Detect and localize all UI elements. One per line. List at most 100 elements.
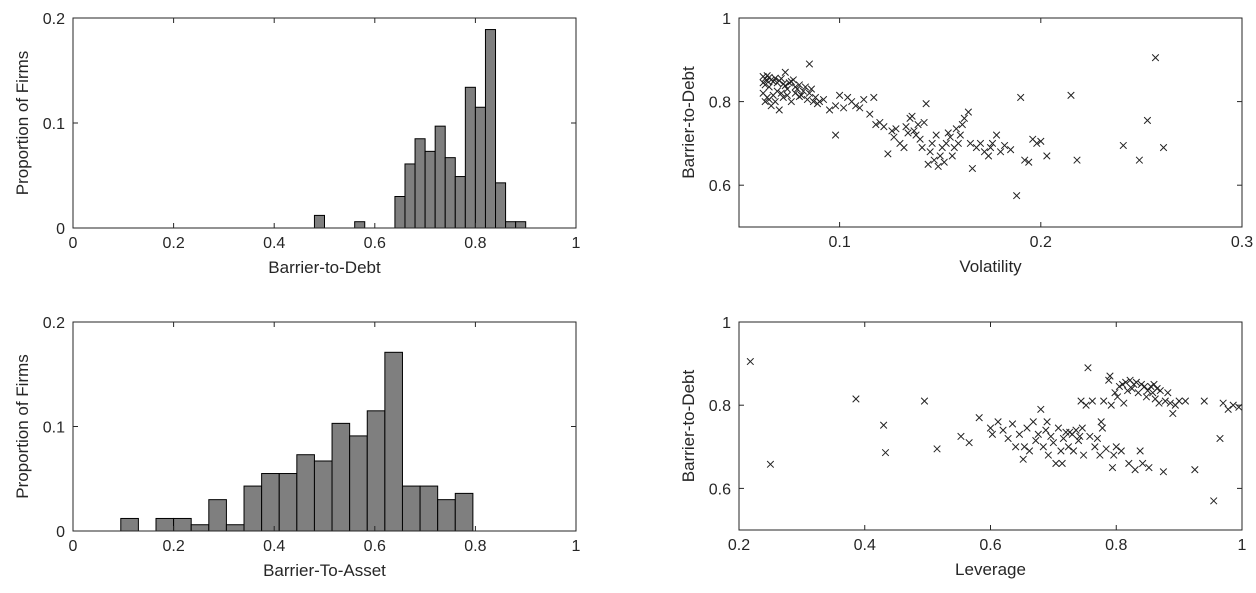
scatter-point [765, 83, 773, 91]
scatter-point [1006, 146, 1015, 154]
scatter-point [1147, 382, 1155, 391]
scatter-point [1088, 397, 1097, 405]
scatter-point [918, 143, 926, 152]
scatter-point [761, 97, 769, 106]
x-tick-label: 0 [69, 235, 78, 252]
x-tick-label: 0.4 [263, 235, 285, 252]
scatter-point [920, 118, 928, 127]
y-tick-label: 0.6 [709, 178, 731, 195]
scatter-point [1102, 445, 1110, 453]
scatter-point [1115, 382, 1124, 391]
histogram-bar [474, 106, 486, 229]
histogram-bar [278, 473, 298, 532]
scatter-point [1159, 468, 1168, 476]
scatter-point [1069, 447, 1078, 455]
scatter-point [1216, 434, 1224, 443]
scatter-point [831, 131, 840, 139]
y-tick-label: 0.1 [43, 420, 65, 437]
scatter-point [879, 421, 888, 429]
scatter-point [831, 102, 840, 110]
histogram-bar [394, 196, 406, 229]
x-tick-label: 0.4 [263, 538, 285, 555]
scatter-point [1044, 451, 1053, 459]
scatter-point [1058, 459, 1066, 468]
x-axis-label: Barrier-To-Asset [263, 561, 386, 580]
scatter-point [771, 97, 779, 106]
scatter-point [1073, 156, 1081, 164]
scatter-point [787, 97, 795, 106]
scatter-point [860, 95, 868, 104]
scatter-point [1105, 376, 1113, 384]
scatter-point [1037, 405, 1045, 414]
x-tick-label: 0.2 [162, 235, 184, 252]
scatter-point [908, 112, 916, 120]
scatter-point [1015, 430, 1024, 438]
scatter-point [948, 152, 956, 160]
scatter-point [1064, 443, 1073, 451]
scatter-point [1021, 156, 1029, 164]
scatter-point [1078, 424, 1086, 432]
x-tick-label: 0.6 [364, 235, 386, 252]
histogram-bar [515, 221, 527, 229]
scatter-point [789, 76, 797, 84]
scatter-point [783, 85, 791, 93]
scatter-point [954, 139, 962, 148]
scatter-point [825, 106, 834, 114]
x-tick-label: 0 [69, 538, 78, 555]
scatter-point [799, 87, 808, 95]
scatter-point [1079, 451, 1088, 459]
scatter-point [801, 83, 810, 91]
scatter-point [1219, 399, 1227, 407]
scatter-point [1057, 447, 1065, 455]
x-tick-label: 0.6 [979, 537, 1001, 554]
scatter-point [813, 100, 822, 108]
scatter-point [964, 108, 973, 116]
histogram-bar [296, 454, 315, 532]
scatter-point [746, 357, 754, 366]
x-tick-label: 0.2 [728, 537, 750, 554]
y-tick-label: 0.6 [709, 481, 731, 498]
scatter-point [1084, 364, 1092, 372]
histogram-bar [444, 157, 456, 229]
scatter-point [1096, 451, 1104, 459]
histogram-bar [464, 86, 476, 229]
scatter-point [777, 74, 785, 83]
scatter-point [1110, 451, 1118, 459]
y-tick-label: 0.2 [43, 11, 65, 28]
scatter-point [819, 95, 828, 104]
histogram-bar [208, 499, 227, 532]
scatter-point [803, 95, 812, 104]
scatter-point [1118, 380, 1127, 389]
scatter-point [881, 448, 890, 457]
y-tick-label: 1 [722, 315, 731, 332]
scatter-point [1033, 139, 1041, 148]
scatter-point [1043, 418, 1051, 426]
x-tick-label: 0.2 [1030, 234, 1052, 251]
scatter-point [965, 438, 973, 447]
scatter-point [1076, 432, 1084, 441]
scatter-point [793, 85, 802, 93]
x-tick-label: 0.8 [1105, 537, 1127, 554]
scatter-point [994, 418, 1002, 426]
histogram-bar [120, 517, 139, 532]
scatter-point [1229, 401, 1237, 409]
scatter-point [783, 91, 791, 99]
scatter-point [1074, 436, 1083, 445]
scatter-leverage: 0.2 0.4 0.6 0.8 1 0.6 0.8 1 Leverage Barrier-to-D… [679, 315, 1247, 579]
scatter-point [1125, 459, 1133, 468]
scatter-point [1011, 443, 1020, 451]
histogram-bar [173, 517, 192, 532]
histogram-bar [414, 138, 426, 229]
scatter-point [1153, 384, 1161, 393]
scatter-point [1039, 443, 1047, 451]
scatter-point [1047, 432, 1055, 441]
scatter-point [1140, 382, 1149, 391]
scatter-point [866, 110, 874, 118]
scatter-point [914, 120, 922, 129]
x-axis-label: Leverage [955, 560, 1026, 579]
x-tick-label: 1 [572, 538, 581, 555]
scatter-point [1049, 438, 1058, 447]
scatter-point [976, 139, 985, 148]
histogram-bar [243, 485, 263, 532]
